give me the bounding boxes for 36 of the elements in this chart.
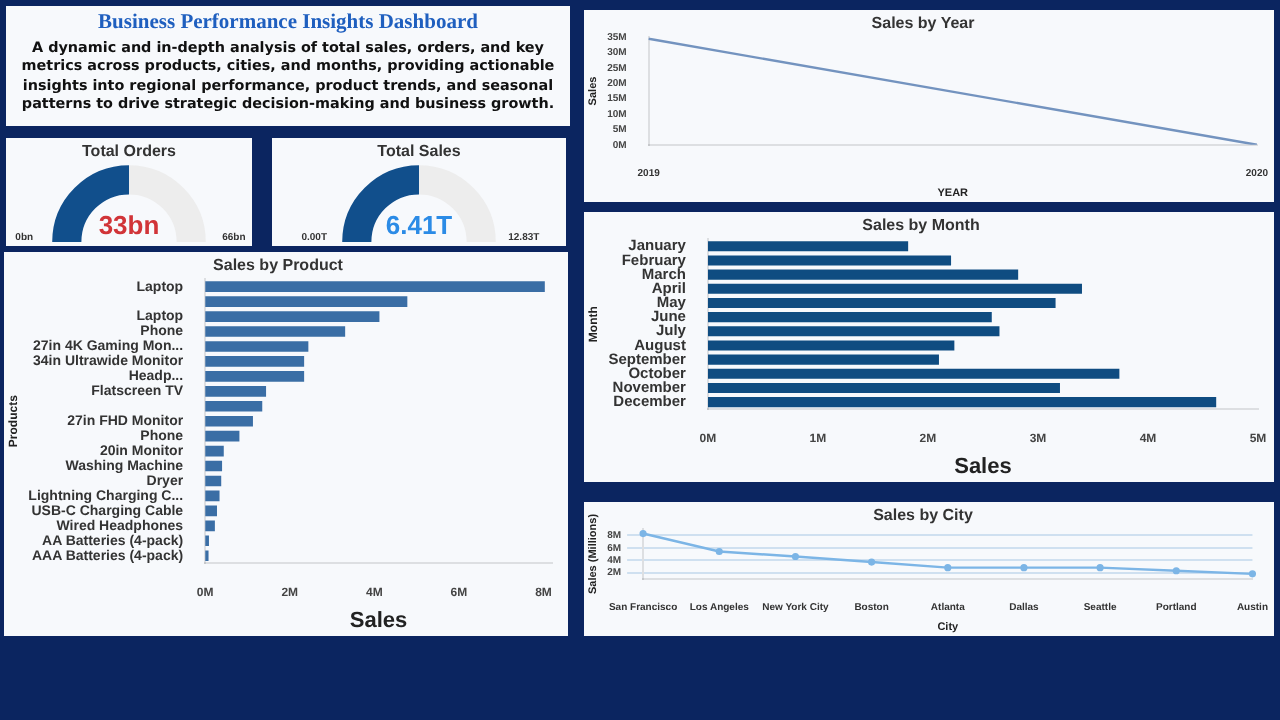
bar	[205, 371, 305, 382]
bar	[707, 241, 909, 252]
bar	[707, 269, 1019, 280]
bar	[707, 326, 1000, 337]
bar	[707, 283, 1082, 294]
chart-title: Sales by City	[873, 506, 974, 525]
text: 6.41T	[385, 210, 453, 241]
bar	[205, 281, 545, 292]
text: 33bn	[98, 210, 160, 241]
x-axis-title: Sales	[349, 608, 408, 633]
bar	[707, 340, 955, 351]
bar	[205, 430, 240, 442]
bar	[707, 368, 1120, 379]
bar	[707, 354, 939, 365]
bar	[205, 385, 267, 397]
bar	[205, 296, 408, 307]
bar	[205, 326, 346, 337]
text: Business Performance Insights Dashboard	[96, 12, 480, 34]
bar	[205, 400, 263, 412]
bar	[205, 445, 224, 457]
bar	[205, 311, 380, 322]
bar	[707, 312, 992, 323]
bar	[205, 490, 220, 502]
bar	[205, 356, 305, 367]
chart-title: Sales by Month	[862, 216, 980, 235]
bar	[205, 415, 253, 427]
chart-title: Sales by Product	[213, 256, 344, 275]
chart-title: Total Sales	[377, 142, 462, 161]
chart-title: Total Orders	[82, 142, 178, 161]
bar	[707, 297, 1056, 308]
bar	[707, 382, 1060, 393]
chart-title: Sales by Year	[871, 14, 975, 33]
bar	[707, 397, 1217, 408]
bar	[707, 255, 952, 266]
x-axis-title: Sales	[954, 454, 1012, 479]
bar	[205, 341, 309, 352]
